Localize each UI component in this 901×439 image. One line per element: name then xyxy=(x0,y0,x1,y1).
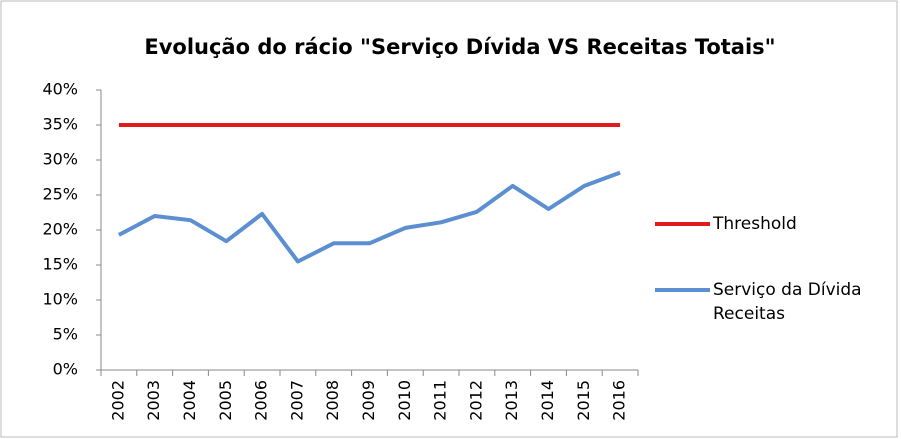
x-tick-label: 2009 xyxy=(359,380,378,421)
y-tick-label: 10% xyxy=(42,290,78,309)
x-tick-label: 2013 xyxy=(502,380,521,421)
x-tick-label: 2015 xyxy=(574,380,593,421)
y-tick-label: 20% xyxy=(42,220,78,239)
legend-label: Threshold xyxy=(713,214,797,234)
y-tick-label: 15% xyxy=(42,255,78,274)
legend-label: Serviço da Dívida Receitas xyxy=(713,280,862,324)
x-tick-label: 2011 xyxy=(431,380,450,421)
y-tick-label: 0% xyxy=(53,360,78,379)
y-tick-label: 40% xyxy=(42,80,78,99)
series-line xyxy=(117,170,621,264)
x-tick-label: 2014 xyxy=(538,380,557,421)
y-tick-label: 25% xyxy=(42,185,78,204)
x-tick-label: 2007 xyxy=(287,380,306,421)
x-tick-label: 2004 xyxy=(180,380,199,421)
y-tick-label: 30% xyxy=(42,150,78,169)
x-tick-label: 2010 xyxy=(395,380,414,421)
x-tick-label: 2005 xyxy=(216,380,235,421)
chart-title: Evolução do rácio "Serviço Dívida VS Rec… xyxy=(144,35,775,59)
y-tick-label: 35% xyxy=(42,115,78,134)
x-tick-label: 2002 xyxy=(108,380,127,421)
x-tick-label: 2006 xyxy=(252,380,271,421)
x-tick-label: 2008 xyxy=(323,380,342,421)
x-tick-label: 2016 xyxy=(610,380,629,421)
x-tick-label: 2003 xyxy=(144,380,163,421)
y-tick-label: 5% xyxy=(53,325,78,344)
x-tick-label: 2012 xyxy=(466,380,485,421)
